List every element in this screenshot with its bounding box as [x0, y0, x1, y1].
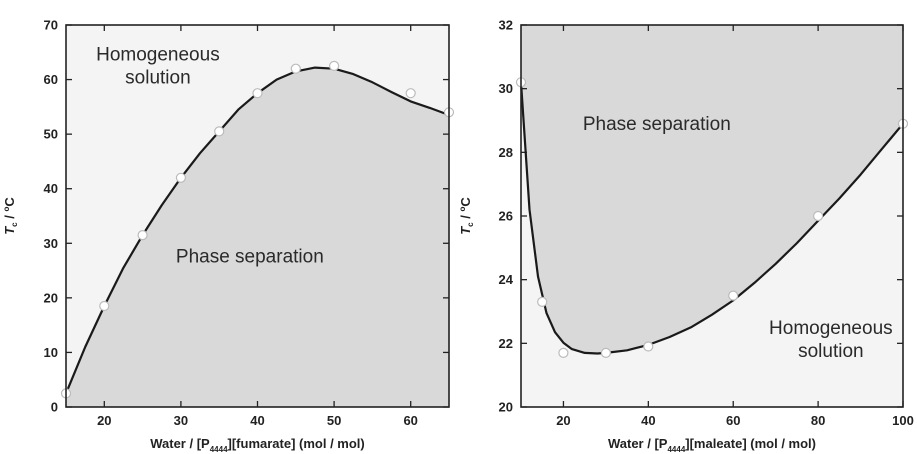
x-tick-label: 30: [174, 413, 188, 428]
y-axis-label: Tc / oC: [2, 197, 19, 235]
data-point: [137, 230, 148, 241]
axis-ticks: 20 40 60 80 100 20 22 24 26 28 30 32: [499, 18, 914, 429]
y-tick-label: 0: [51, 400, 58, 415]
data-point: [405, 88, 416, 99]
x-tick-label: 60: [403, 413, 417, 428]
data-point: [812, 210, 824, 222]
y-tick-label: 60: [44, 72, 58, 87]
x-tick-label: 20: [97, 413, 111, 428]
data-point: [537, 296, 548, 307]
y-tick-label: 30: [499, 81, 513, 96]
region-label: Homogeneous solution: [769, 318, 893, 362]
plot-frame: [65, 24, 450, 408]
y-tick-label: 10: [44, 345, 58, 360]
y-tick-label: 30: [44, 236, 58, 251]
data-point: [329, 60, 340, 72]
y-tick-label: 70: [44, 18, 58, 33]
data-point: [99, 300, 110, 312]
y-tick-label: 40: [44, 181, 58, 196]
x-tick-label: 40: [641, 413, 655, 428]
y-tick-label: 20: [44, 290, 58, 305]
data-point: [643, 341, 654, 352]
data-point: [558, 347, 569, 358]
x-tick-label: 20: [556, 413, 570, 428]
x-tick-label: 80: [811, 413, 825, 428]
region-annotations: Homogeneous solution Phase separation: [96, 44, 324, 267]
y-tick-label: 26: [499, 209, 513, 224]
x-axis-label: Water / [P4444][fumarate] (mol / mol): [150, 436, 365, 454]
region-label: Homogeneous solution: [96, 44, 220, 88]
y-tick-label: 28: [499, 145, 513, 160]
region-annotations: Phase separation Homogeneous solution: [583, 114, 893, 362]
data-point: [728, 290, 739, 301]
data-points: [60, 60, 455, 399]
chart-fumarate: 20 30 40 50 60 0 10 20 30 40 50 60 70 Homogeneous sol…: [2, 18, 455, 454]
data-point: [290, 63, 301, 74]
chart-maleate: 20 40 60 80 100 20 22 24 26 28 30 32 Phase separati…: [458, 18, 914, 454]
phase-separation-region: [521, 25, 903, 354]
data-point: [214, 126, 225, 137]
x-tick-label: 50: [327, 413, 341, 428]
y-tick-label: 50: [44, 127, 58, 142]
y-axis-label: Tc / oC: [458, 197, 475, 235]
data-point: [175, 172, 186, 183]
region-label: Phase separation: [176, 246, 324, 267]
data-point: [252, 88, 263, 99]
data-point: [600, 347, 612, 358]
y-tick-label: 24: [499, 272, 514, 287]
x-tick-label: 100: [892, 413, 914, 428]
y-tick-label: 20: [499, 400, 513, 415]
y-tick-label: 22: [499, 336, 513, 351]
x-axis-label: Water / [P4444][maleate] (mol / mol): [608, 436, 816, 454]
region-label: Phase separation: [583, 114, 731, 135]
data-points: [515, 77, 909, 358]
x-tick-label: 40: [250, 413, 264, 428]
y-tick-label: 32: [499, 18, 513, 33]
x-tick-label: 60: [726, 413, 740, 428]
plot-frame: [520, 24, 904, 408]
phase-separation-region: [66, 67, 449, 407]
